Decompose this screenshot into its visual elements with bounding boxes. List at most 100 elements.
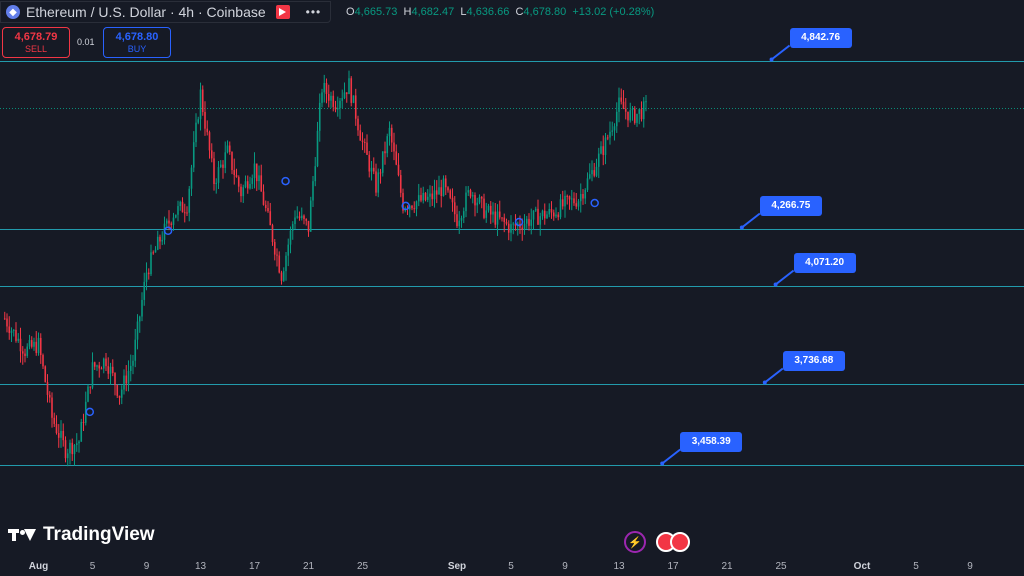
symbol-header[interactable]: ◆ Ethereum / U.S. Dollar · 4h · Coinbase… — [0, 1, 331, 23]
candle-body-182 — [413, 208, 416, 210]
candle-body-43 — [100, 368, 103, 370]
candle-body-160 — [363, 142, 366, 144]
candle-body-106 — [242, 187, 245, 197]
lightning-event-icon[interactable]: ⚡ — [624, 531, 646, 553]
candle-body-199 — [451, 197, 454, 203]
candle-body-203 — [460, 218, 463, 221]
flag-icon[interactable] — [275, 5, 290, 19]
level-label-2[interactable]: 4,071.20 — [793, 252, 856, 273]
candle-body-197 — [447, 187, 449, 191]
us-flag-event-icon-2[interactable] — [670, 532, 690, 552]
candle-body-174 — [395, 151, 398, 165]
candle-body-167 — [379, 172, 382, 174]
candle-body-75 — [172, 217, 175, 225]
candle-body-127 — [289, 230, 292, 245]
candle-body-17 — [42, 355, 44, 367]
candle-body-164 — [372, 167, 375, 172]
candle-body-216 — [489, 205, 492, 215]
candle-body-201 — [456, 214, 458, 227]
candle-body-124 — [282, 271, 285, 281]
candle-body-260 — [588, 174, 591, 179]
candle-body-45 — [105, 358, 107, 367]
level-label-0[interactable]: 4,842.76 — [789, 27, 852, 48]
event-marker-4 — [514, 217, 524, 227]
candle-body-187 — [424, 192, 427, 200]
candle-body-90 — [206, 128, 209, 133]
event-marker-0 — [85, 407, 95, 417]
candle-body-76 — [174, 214, 177, 218]
candle-body-29 — [69, 442, 71, 454]
candle-body-118 — [269, 211, 272, 226]
sell-button[interactable]: 4,678.79 SELL — [2, 27, 70, 58]
tradingview-logo-icon — [8, 527, 38, 543]
candle-body-11 — [28, 340, 31, 347]
economic-events[interactable]: ⚡ — [624, 531, 690, 553]
candle-body-115 — [262, 191, 265, 205]
candle-body-233 — [528, 218, 530, 226]
candle-body-95 — [217, 167, 220, 183]
candle-body-254 — [575, 203, 578, 207]
candle-body-243 — [550, 209, 553, 213]
candle-body-84 — [192, 142, 195, 168]
candle-body-209 — [474, 195, 476, 206]
candle-body-270 — [611, 130, 614, 132]
level-label-4[interactable]: 3,458.39 — [680, 431, 743, 452]
more-dots-icon[interactable]: ••• — [305, 5, 322, 19]
candle-body-146 — [332, 95, 335, 107]
level-label-1[interactable]: 4,266.75 — [759, 195, 822, 216]
symbol-title[interactable]: Ethereum / U.S. Dollar · 4h · Coinbase — [26, 4, 266, 20]
candle-body-198 — [449, 190, 452, 198]
candle-body-98 — [224, 152, 227, 168]
candle-body-99 — [226, 145, 229, 153]
candle-body-211 — [478, 196, 481, 203]
candle-body-230 — [521, 227, 524, 231]
candle-body-40 — [93, 362, 96, 367]
candle-body-120 — [273, 242, 276, 255]
candle-body-275 — [622, 101, 625, 109]
candle-body-200 — [453, 202, 456, 215]
ethereum-icon: ◆ — [6, 5, 20, 19]
candle-body-107 — [244, 181, 247, 188]
tradingview-logo[interactable]: TradingView — [8, 524, 155, 546]
buy-label: BUY — [127, 44, 147, 54]
time-axis-label: 13 — [613, 561, 625, 572]
candle-body-82 — [188, 188, 191, 213]
candle-body-189 — [429, 193, 431, 197]
candle-body-221 — [501, 217, 503, 219]
candle-body-79 — [181, 201, 184, 213]
candle-body-22 — [53, 417, 56, 424]
candle-body-218 — [494, 211, 497, 225]
candle-body-171 — [388, 127, 391, 137]
level-pointer-0 — [770, 44, 791, 61]
candle-body-63 — [145, 272, 148, 282]
candle-body-241 — [546, 214, 548, 219]
candle-body-141 — [321, 92, 323, 103]
candle-body-88 — [201, 89, 204, 113]
candle-body-12 — [30, 340, 33, 347]
candle-body-23 — [55, 423, 58, 434]
candle-body-18 — [44, 366, 47, 383]
buy-button[interactable]: 4,678.80 BUY — [103, 27, 171, 58]
level-anchor-2 — [773, 282, 778, 287]
candle-body-272 — [615, 111, 618, 127]
candle-body-64 — [147, 272, 150, 275]
level-label-3[interactable]: 3,736.68 — [782, 350, 845, 371]
candle-body-176 — [399, 175, 402, 193]
candle-body-226 — [512, 223, 515, 225]
candle-body-202 — [458, 220, 461, 227]
candle-body-157 — [357, 118, 359, 131]
level-anchor-1 — [739, 225, 744, 230]
candle-body-145 — [330, 95, 332, 101]
candle-body-134 — [305, 218, 308, 221]
candle-body-70 — [161, 239, 164, 242]
candle-body-262 — [593, 170, 596, 176]
candle-body-77 — [177, 206, 179, 215]
candle-body-102 — [233, 170, 236, 176]
candle-body-33 — [78, 441, 80, 444]
candle-body-246 — [557, 214, 560, 218]
candle-body-73 — [168, 220, 170, 224]
candle-body-205 — [465, 192, 467, 212]
candle-body-162 — [368, 154, 371, 172]
